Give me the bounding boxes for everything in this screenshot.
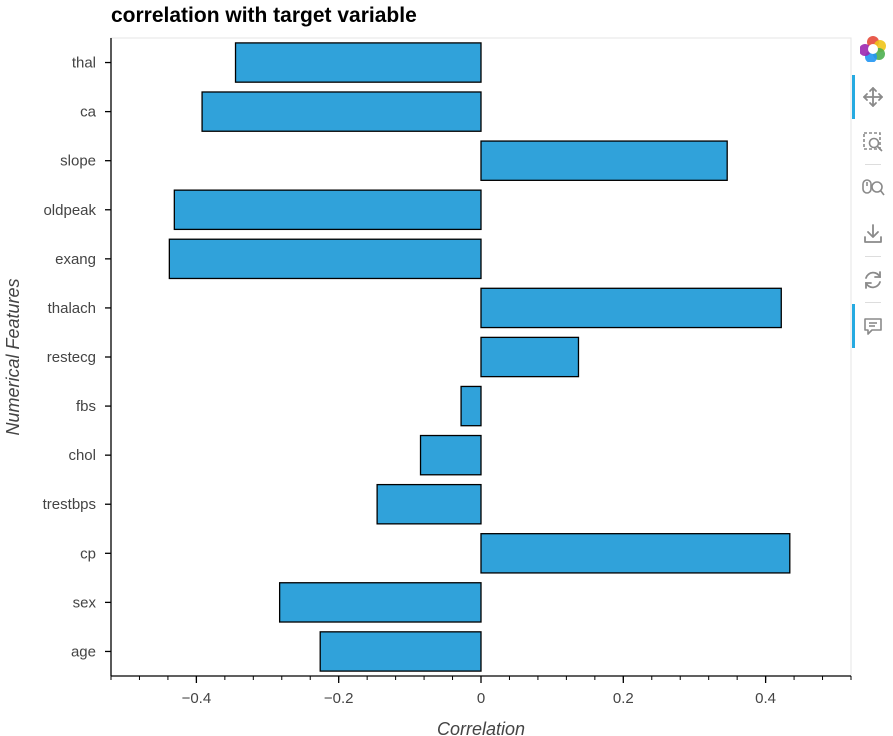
bar-restecg[interactable]: [480, 336, 580, 378]
y-tick-label: sex: [73, 594, 97, 611]
x-tick-label: 0.2: [613, 690, 634, 707]
y-tick-label: chol: [68, 447, 96, 464]
y-tick-label: exang: [55, 251, 96, 268]
bokeh-logo-icon[interactable]: [860, 36, 886, 62]
y-axis-label: Numerical Features: [3, 278, 23, 435]
y-tick-label: trestbps: [43, 496, 96, 513]
bar-ca[interactable]: [201, 91, 482, 132]
bar-thal[interactable]: [234, 42, 482, 83]
y-tick-label: fbs: [76, 398, 96, 415]
y-tick-label: age: [71, 643, 96, 660]
bar-cp[interactable]: [480, 533, 791, 574]
x-tick-label: −0.4: [182, 690, 212, 707]
y-tick-label: oldpeak: [43, 202, 96, 219]
chart-title: correlation with target variable: [111, 4, 417, 27]
chart-toolbar: [852, 30, 893, 360]
x-axis-label: Correlation: [437, 719, 525, 736]
y-tick-label: cp: [80, 545, 96, 562]
y-tick-label: slope: [60, 153, 96, 170]
bars-layer: [168, 42, 791, 672]
y-tick-label: thal: [72, 55, 96, 72]
bar-fbs[interactable]: [460, 385, 482, 427]
pan-icon[interactable]: [860, 84, 886, 110]
bar-sex[interactable]: [278, 582, 482, 623]
x-tick-label: 0.4: [755, 690, 776, 707]
y-tick-label: ca: [80, 104, 97, 121]
box-zoom-icon[interactable]: [860, 129, 886, 155]
y-tick-label: thalach: [48, 300, 96, 317]
save-icon[interactable]: [860, 221, 886, 247]
reset-icon[interactable]: [860, 267, 886, 293]
bar-chol[interactable]: [419, 434, 482, 476]
y-axis: age sex cp trestbps chol fbs restecg thalach exa…: [43, 38, 112, 676]
wheel-zoom-icon[interactable]: [860, 175, 886, 201]
bar-slope[interactable]: [480, 140, 728, 181]
bar-exang[interactable]: [168, 238, 482, 280]
bar-age[interactable]: [319, 631, 482, 672]
x-tick-label: −0.2: [324, 690, 354, 707]
x-tick-label: 0: [477, 690, 485, 707]
x-axis: −0.4 −0.2 0 0.2 0.4: [110, 675, 852, 707]
bar-thalach[interactable]: [480, 287, 782, 329]
y-tick-label: restecg: [47, 349, 96, 366]
bar-oldpeak[interactable]: [173, 189, 482, 231]
bar-trestbps[interactable]: [376, 483, 482, 525]
hover-icon[interactable]: [860, 313, 886, 339]
